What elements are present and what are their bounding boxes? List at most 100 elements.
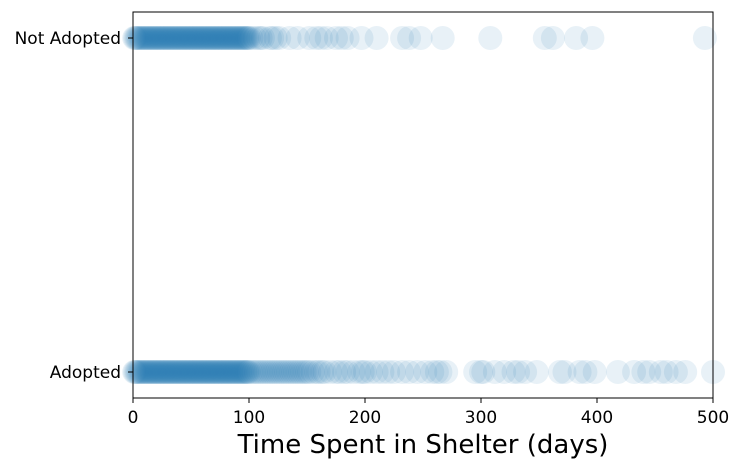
data-point-not-adopted	[180, 26, 205, 50]
x-axis-ticks: 0 100 200 300 400 500	[128, 398, 729, 428]
data-point-not-adopted	[181, 26, 206, 50]
data-point-not-adopted	[202, 26, 227, 50]
data-point-adopted	[524, 360, 549, 384]
data-point-adopted	[648, 360, 673, 384]
data-point-not-adopted	[196, 26, 221, 50]
data-point-not-adopted	[177, 26, 202, 50]
data-point-adopted	[218, 360, 243, 384]
data-point-not-adopted	[224, 26, 249, 50]
data-point-adopted	[197, 360, 222, 384]
data-point-not-adopted	[692, 26, 717, 50]
data-point-not-adopted	[210, 26, 235, 50]
data-point-adopted	[203, 360, 228, 384]
data-point-not-adopted	[208, 26, 232, 50]
data-point-not-adopted	[168, 26, 193, 50]
data-point-not-adopted	[430, 26, 455, 50]
data-point-adopted	[215, 360, 239, 384]
data-point-not-adopted	[160, 26, 185, 50]
data-point-adopted	[194, 360, 219, 384]
data-point-not-adopted	[140, 26, 165, 50]
data-point-adopted	[257, 360, 282, 384]
data-point-adopted	[158, 360, 183, 384]
data-point-not-adopted	[297, 26, 322, 50]
data-point-adopted	[370, 360, 395, 384]
data-point-not-adopted	[197, 26, 222, 50]
data-point-adopted	[673, 360, 698, 384]
data-point-not-adopted	[233, 26, 258, 50]
data-point-adopted	[205, 360, 230, 384]
data-point-not-adopted	[158, 26, 183, 50]
data-point-not-adopted	[195, 26, 220, 50]
data-point-adopted	[605, 360, 630, 384]
data-point-adopted	[146, 360, 171, 384]
data-point-not-adopted	[219, 26, 244, 50]
data-point-not-adopted	[152, 26, 177, 50]
plot-frame	[132, 11, 714, 399]
data-point-adopted	[145, 360, 170, 384]
data-point-adopted	[125, 360, 150, 384]
data-point-adopted	[141, 360, 166, 384]
data-point-not-adopted	[239, 26, 264, 50]
data-point-adopted	[420, 360, 445, 384]
data-point-not-adopted	[137, 26, 162, 50]
points-layer	[122, 26, 725, 384]
data-point-adopted	[382, 360, 406, 384]
data-point-adopted	[552, 360, 577, 384]
data-point-adopted	[195, 360, 220, 384]
data-point-not-adopted	[314, 26, 339, 50]
data-point-adopted	[217, 360, 242, 384]
data-point-adopted	[208, 360, 232, 384]
data-point-adopted	[271, 360, 296, 384]
data-point-adopted	[188, 360, 213, 384]
data-point-adopted	[152, 360, 177, 384]
data-point-adopted	[235, 360, 260, 384]
data-point-not-adopted	[154, 26, 179, 50]
data-point-adopted	[211, 360, 236, 384]
data-point-adopted	[191, 360, 216, 384]
data-point-not-adopted	[242, 26, 267, 50]
data-point-not-adopted	[141, 26, 166, 50]
data-point-not-adopted	[165, 26, 190, 50]
data-point-adopted	[154, 360, 179, 384]
data-point-not-adopted	[227, 26, 252, 50]
data-point-not-adopted	[285, 26, 310, 50]
data-point-not-adopted	[329, 26, 354, 50]
data-point-not-adopted	[205, 26, 230, 50]
data-point-adopted	[288, 360, 312, 384]
data-point-not-adopted	[212, 26, 237, 50]
data-point-not-adopted	[187, 26, 212, 50]
data-point-adopted	[274, 360, 299, 384]
data-point-adopted	[199, 360, 224, 384]
data-point-adopted	[224, 360, 249, 384]
data-point-not-adopted	[308, 26, 333, 50]
data-point-not-adopted	[201, 26, 225, 50]
data-point-adopted	[347, 360, 372, 384]
data-point-not-adopted	[206, 26, 231, 50]
data-point-adopted	[223, 360, 248, 384]
data-point-adopted	[463, 360, 488, 384]
data-point-adopted	[124, 360, 149, 384]
data-point-not-adopted	[203, 26, 228, 50]
data-point-adopted	[428, 360, 453, 384]
data-point-adopted	[253, 360, 278, 384]
data-point-adopted	[567, 360, 592, 384]
y-axis-ticks: Adopted Not Adopted	[15, 29, 133, 383]
data-point-not-adopted	[234, 26, 259, 50]
data-point-not-adopted	[390, 26, 415, 50]
data-point-adopted	[166, 360, 191, 384]
data-point-adopted	[176, 360, 201, 384]
data-point-not-adopted	[226, 26, 251, 50]
data-point-adopted	[239, 360, 264, 384]
data-point-not-adopted	[194, 26, 219, 50]
data-point-not-adopted	[231, 26, 256, 50]
data-point-adopted	[228, 360, 253, 384]
data-point-not-adopted	[125, 26, 150, 50]
data-point-adopted	[179, 360, 203, 384]
data-point-not-adopted	[169, 26, 194, 50]
data-point-adopted	[184, 360, 209, 384]
data-point-adopted	[172, 360, 196, 384]
data-point-adopted	[169, 360, 194, 384]
data-point-adopted	[276, 360, 301, 384]
data-point-adopted	[177, 360, 202, 384]
data-point-adopted	[157, 360, 181, 384]
